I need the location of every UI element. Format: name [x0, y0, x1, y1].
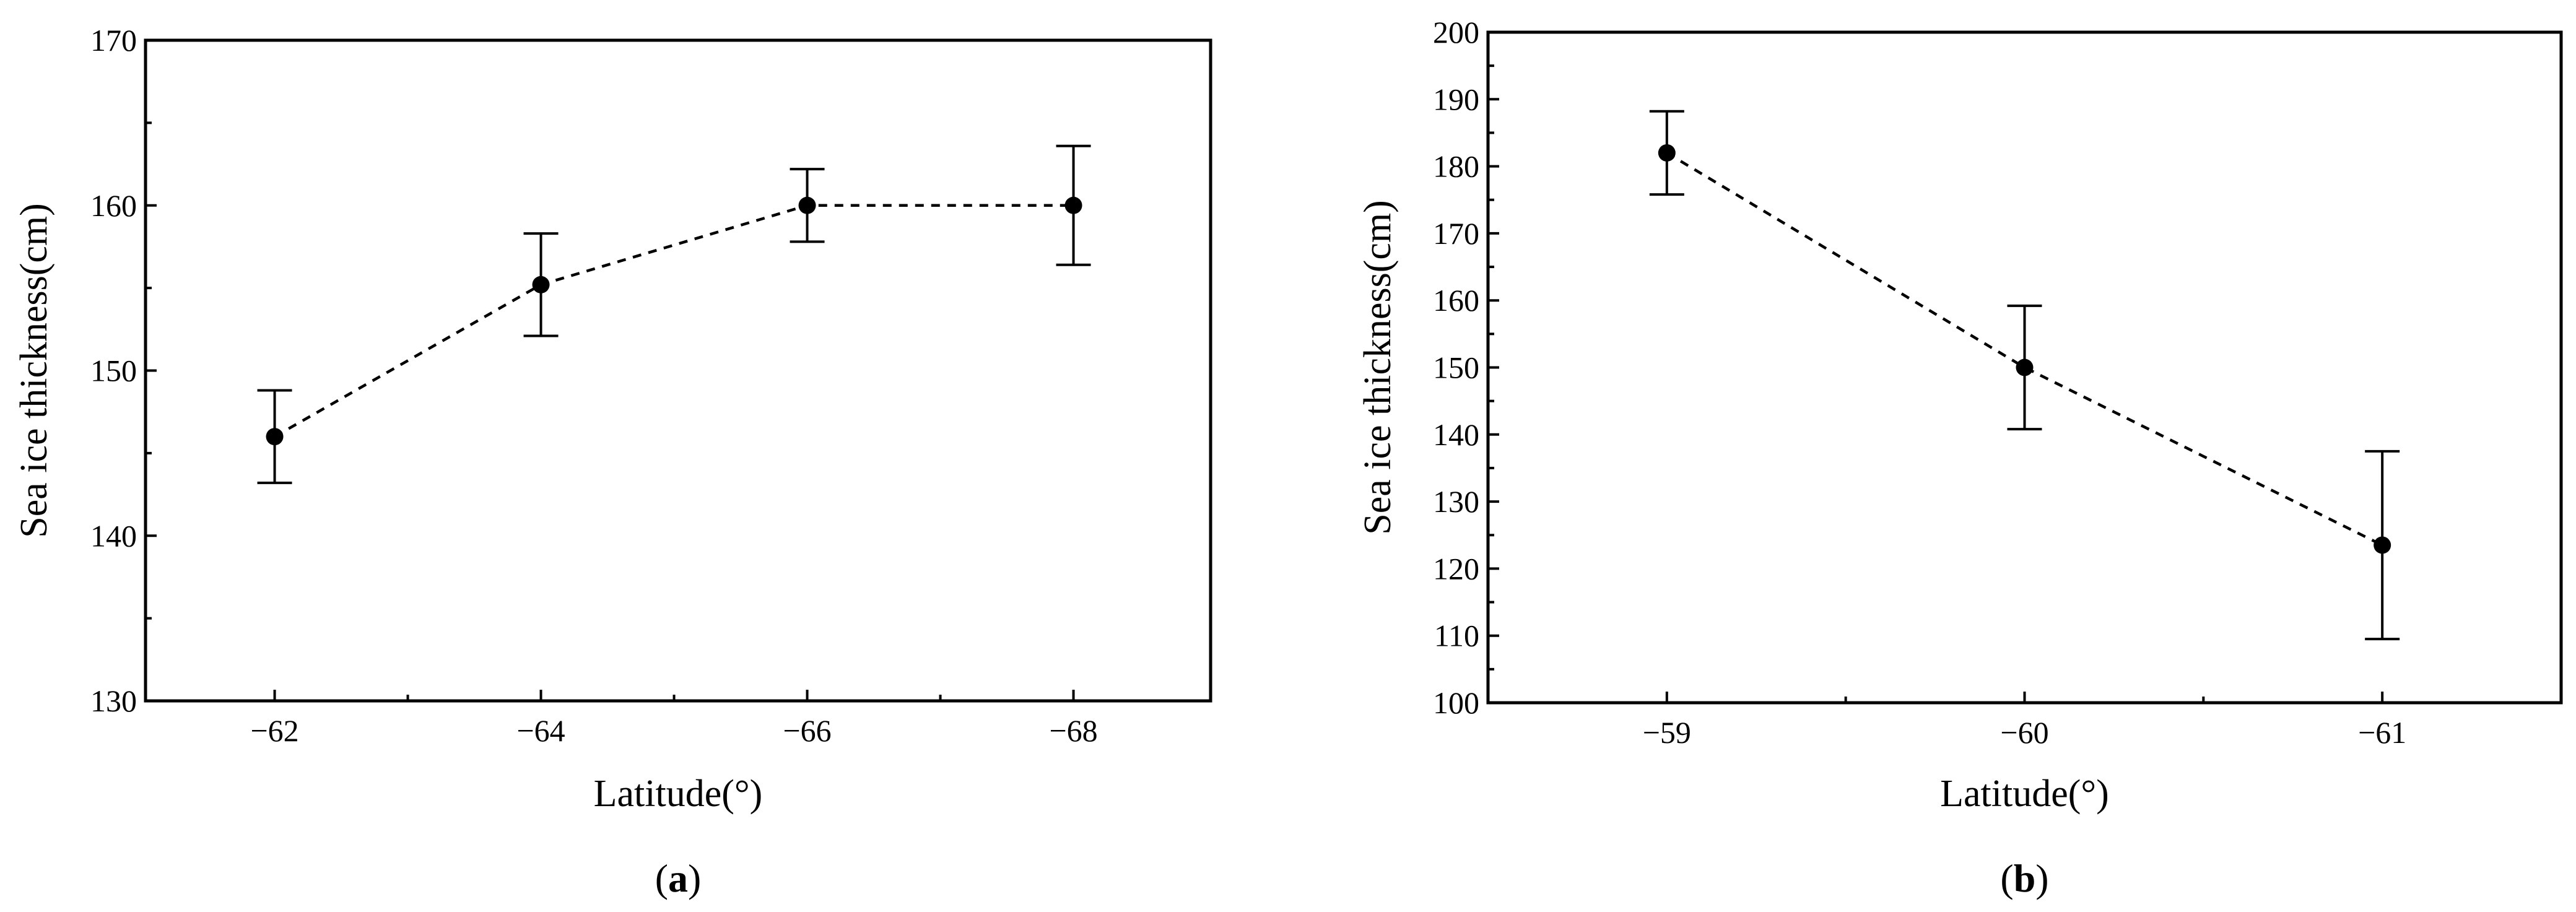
- y-tick-label: 130: [1433, 484, 1479, 519]
- y-tick-label: 200: [1433, 15, 1479, 50]
- y-tick-label: 170: [90, 23, 137, 58]
- panel-label-text: (b): [2000, 856, 2048, 900]
- y-tick-label: 180: [1433, 149, 1479, 184]
- chart-panel-b: 100 110 120 130 140 150 160 170 180 190 200 −59 −60 −…: [1357, 15, 2563, 900]
- data-point: [266, 428, 284, 446]
- y-tick-label: 110: [1434, 619, 1479, 653]
- series-line: [274, 204, 1074, 438]
- y-tick-label: 130: [90, 684, 137, 718]
- x-tick-label: −61: [2358, 715, 2406, 750]
- panel-label: (b): [2000, 856, 2048, 900]
- data-point: [1658, 144, 1676, 162]
- series-line: [1666, 152, 2383, 547]
- y-tick-label: 100: [1433, 685, 1479, 720]
- y-tick-label: 140: [90, 518, 137, 553]
- data-point: [2016, 358, 2034, 376]
- data-point: [532, 276, 550, 293]
- x-tick-label: −68: [1049, 713, 1097, 748]
- y-tick-label: 150: [1433, 350, 1479, 385]
- y-tick-label: 190: [1433, 82, 1479, 116]
- y-tick-label: 160: [90, 188, 137, 223]
- chart-panel-a: 130 140 150 160 170 −62 −64 −66 −68 Latitude(°) Se…: [13, 23, 1212, 900]
- plot-frame: [144, 38, 1212, 703]
- x-axis-label: Latitude(°): [594, 773, 763, 815]
- y-axis-label: Sea ice thickness(cm): [1357, 200, 1399, 535]
- data-point: [2374, 536, 2391, 554]
- panel-label-text: (a): [655, 856, 702, 900]
- panel-label: (a): [655, 856, 702, 900]
- y-tick-label: 150: [90, 354, 137, 388]
- data-point: [798, 196, 816, 214]
- y-tick-label: 120: [1433, 551, 1479, 586]
- data-point: [1064, 196, 1082, 214]
- y-tick-label: 140: [1433, 417, 1479, 452]
- x-tick-label: −66: [783, 713, 831, 748]
- x-tick-label: −59: [1643, 715, 1691, 750]
- x-tick-label: −62: [250, 713, 298, 748]
- y-tick-label: 170: [1433, 216, 1479, 251]
- y-tick-label: 160: [1433, 283, 1479, 318]
- x-tick-label: −64: [516, 713, 565, 748]
- y-axis-label: Sea ice thickness(cm): [13, 203, 55, 538]
- x-axis-label: Latitude(°): [1940, 773, 2109, 815]
- x-tick-label: −60: [2000, 715, 2048, 750]
